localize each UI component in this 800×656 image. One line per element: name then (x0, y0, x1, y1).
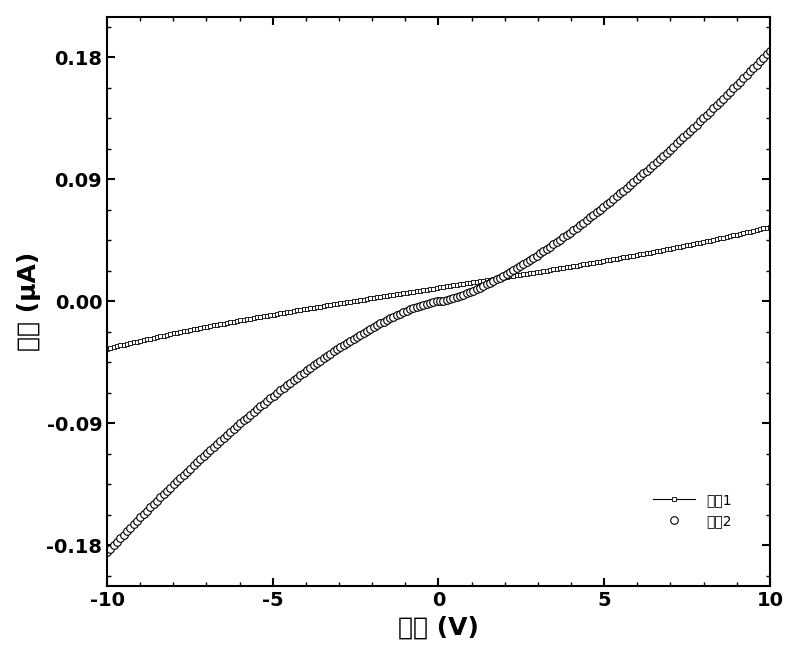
曲线2 (142, 507, 152, 515)
Line: 曲线1: 曲线1 (105, 224, 772, 351)
Y-axis label: 电流 (μA): 电流 (μA) (17, 252, 41, 351)
Legend: 曲线1, 曲线2: 曲线1, 曲线2 (642, 482, 743, 539)
曲线2 (278, 384, 288, 392)
曲线1 (765, 223, 774, 231)
曲线1 (102, 345, 112, 353)
曲线2 (129, 520, 138, 528)
曲线1 (142, 335, 152, 343)
曲线2 (102, 548, 112, 556)
X-axis label: 电压 (V): 电压 (V) (398, 615, 479, 640)
曲线1 (709, 236, 718, 244)
曲线2 (226, 428, 235, 436)
曲线2 (709, 104, 718, 112)
曲线1 (226, 318, 235, 326)
曲线2 (765, 47, 774, 54)
曲线1 (129, 338, 138, 346)
Line: 曲线2: 曲线2 (103, 47, 774, 556)
曲线2 (732, 81, 742, 89)
曲线1 (732, 231, 742, 239)
曲线1 (278, 309, 288, 317)
